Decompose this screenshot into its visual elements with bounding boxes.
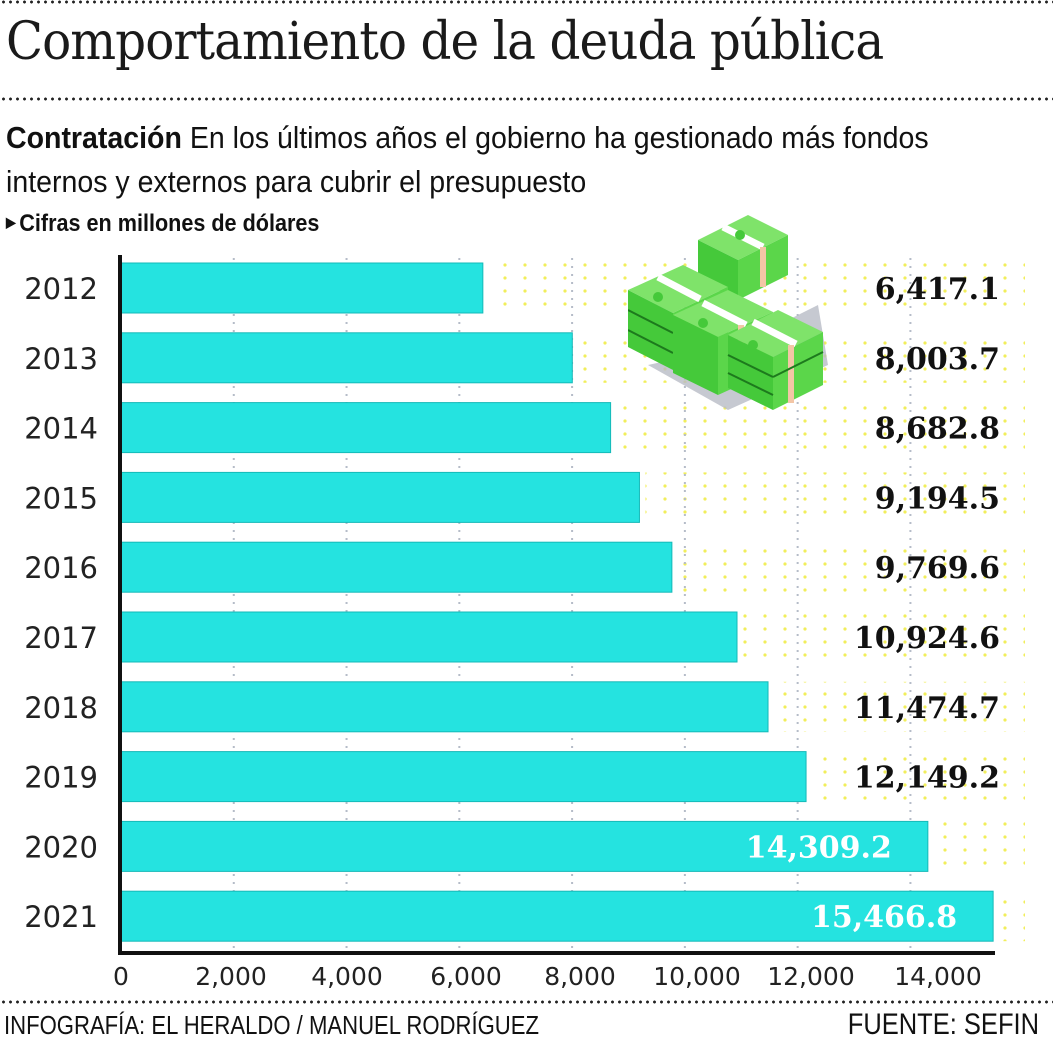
bar <box>120 541 673 593</box>
footer-dotted-rule <box>0 1000 1053 1004</box>
x-tick-label: 2,000 <box>195 962 267 991</box>
y-tick-label: 2019 <box>24 761 98 795</box>
value-label: 11,474.7 <box>854 691 1000 726</box>
source-text: FUENTE: SEFIN <box>847 1008 1039 1041</box>
dotted-panel <box>812 751 1025 802</box>
y-tick-label: 2014 <box>24 412 98 446</box>
value-label: 9,194.5 <box>875 481 1000 516</box>
x-tick-label: 0 <box>113 962 129 991</box>
value-label: 8,682.8 <box>875 412 1000 447</box>
units-note: ▶ Cifras en millones de dólares <box>6 210 319 238</box>
value-label: 12,149.2 <box>854 761 1000 796</box>
y-tick-label: 2021 <box>24 900 98 934</box>
bars <box>120 262 994 942</box>
y-tick-label: 2017 <box>24 621 98 655</box>
credit-text: INFOGRAFÍA: EL HERALDO / MANUEL RODRÍGUE… <box>4 1010 539 1040</box>
x-tick-label: 14,000 <box>894 962 981 991</box>
value-labels: 6,417.1 8,003.7 8,682.8 9,194.5 9,769.6 10,92… <box>746 272 1000 935</box>
subtitle-lead: Contratación <box>6 120 182 155</box>
bar <box>120 751 807 803</box>
dotted-panel <box>999 891 1025 942</box>
value-label: 15,466.8 <box>811 900 957 935</box>
bar <box>120 262 484 314</box>
bar <box>120 611 738 663</box>
value-label: 14,309.2 <box>746 830 892 865</box>
x-tick-label: 8,000 <box>544 962 616 991</box>
value-label: 6,417.1 <box>875 272 1000 307</box>
bar <box>120 332 573 384</box>
y-tick-label: 2018 <box>24 691 98 725</box>
x-tick-label: 10,000 <box>653 962 740 991</box>
bar <box>120 681 769 733</box>
y-tick-label: 2013 <box>24 342 98 376</box>
bar <box>120 471 640 523</box>
bar <box>120 820 929 872</box>
x-axis-labels: 0 2,000 4,000 6,000 8,000 10,000 12,000 14,000 <box>113 962 982 991</box>
y-tick-label: 2012 <box>24 272 98 306</box>
y-axis-labels: 2012 2013 2014 2015 2016 2017 2018 2019 2020 2021 <box>24 272 98 934</box>
dotted-panel <box>774 681 1025 732</box>
units-text: Cifras en millones de dólares <box>19 210 320 237</box>
value-label: 8,003.7 <box>875 342 1000 377</box>
title-dotted-rule <box>0 97 1053 101</box>
value-label: 10,924.6 <box>854 621 1000 656</box>
dotted-panel <box>933 821 1025 872</box>
bar-chart: 6,417.1 8,003.7 8,682.8 9,194.5 9,769.6 10,92… <box>24 255 1025 991</box>
y-tick-label: 2015 <box>24 481 98 515</box>
bar <box>120 890 994 942</box>
dotted-panel <box>645 472 1025 523</box>
value-label: 9,769.6 <box>875 551 1000 586</box>
y-tick-label: 2016 <box>24 551 98 585</box>
x-tick-label: 6,000 <box>430 962 502 991</box>
bar <box>120 402 612 454</box>
money-stack-icon <box>628 215 828 410</box>
subtitle-text: En los últimos años el gobierno ha gesti… <box>6 120 929 199</box>
x-tick-label: 4,000 <box>311 962 383 991</box>
subtitle: Contratación En los últimos años el gobi… <box>6 116 963 204</box>
dotted-panel <box>677 542 1025 593</box>
y-tick-label: 2020 <box>24 830 98 864</box>
x-tick-label: 12,000 <box>767 962 854 991</box>
top-dotted-rule <box>0 0 1053 4</box>
page-title: Comportamiento de la deuda pública <box>6 12 884 72</box>
triangle-marker-icon: ▶ <box>6 214 16 230</box>
dotted-panel <box>743 612 1025 662</box>
